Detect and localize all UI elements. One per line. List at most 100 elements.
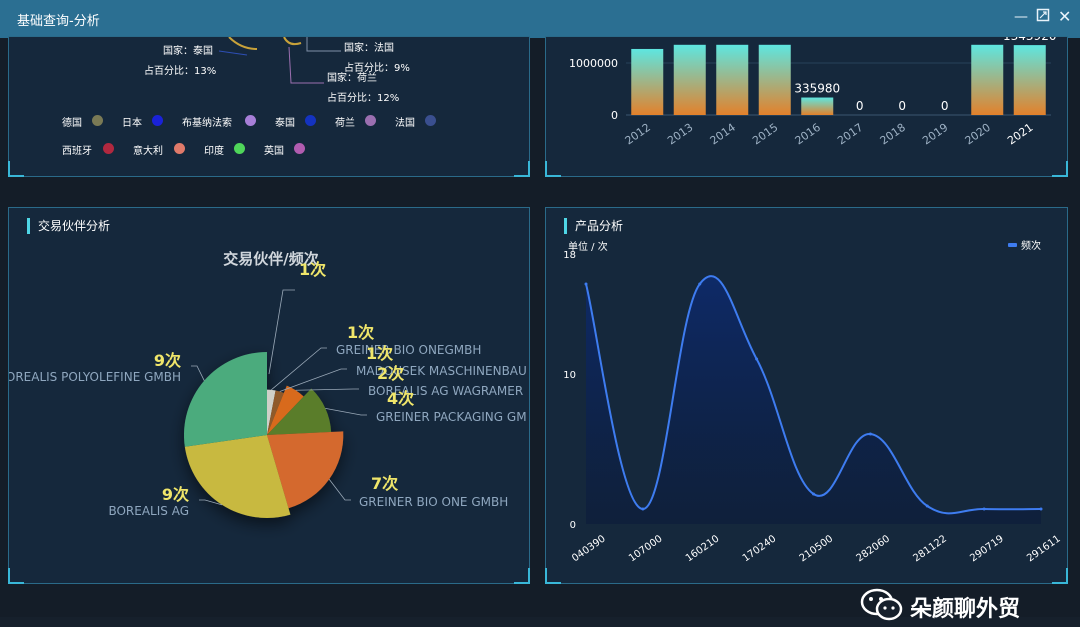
line-point[interactable]	[1039, 507, 1043, 511]
legend-dot[interactable]	[174, 143, 185, 154]
legend-dot[interactable]	[425, 115, 436, 126]
legend-dot[interactable]	[365, 115, 376, 126]
legend-dot[interactable]	[234, 143, 245, 154]
y-tick-label: 0	[611, 109, 618, 122]
pie-label-netherlands-share: 占百分比：12%	[327, 93, 400, 104]
line-point[interactable]	[982, 507, 986, 511]
pie-slice-value-label: 9次	[154, 351, 181, 370]
y-tick-label: 18	[563, 250, 576, 261]
pie-slice-value-label: 1次	[366, 344, 393, 363]
legend-series-swatch[interactable]	[1008, 243, 1017, 247]
bar-2021[interactable]	[1013, 45, 1046, 115]
legend-dot[interactable]	[305, 115, 316, 126]
bar-data-label: 1343920	[1003, 37, 1056, 43]
bar-2015[interactable]	[758, 44, 791, 115]
legend-series-label[interactable]: 频次	[1021, 239, 1041, 252]
x-tick-label: 107000	[627, 533, 665, 564]
legend-dot[interactable]	[245, 115, 256, 126]
pie-slice-name: BOREALIS POLYOLEFINE GMBH	[9, 370, 181, 384]
pie-slice-0[interactable]	[267, 389, 276, 435]
pie-leader-line	[279, 368, 347, 392]
window-title: 基础查询-分析	[17, 14, 100, 29]
leader-line-france	[306, 37, 341, 52]
legend-label[interactable]: 法国	[395, 118, 415, 129]
x-tick-label: 2016	[793, 121, 823, 148]
pie-leader-line	[271, 347, 327, 391]
pie-extra-value-label: 1次	[299, 260, 326, 279]
legend-label[interactable]: 西班牙	[62, 146, 92, 157]
pie-slice-4[interactable]	[267, 431, 344, 509]
pie-slice-1[interactable]	[267, 390, 284, 435]
x-tick-label: 2018	[878, 121, 908, 148]
pie-leader-line	[325, 407, 367, 416]
bar-2020[interactable]	[971, 44, 1004, 115]
pie-label-thailand-share: 占百分比：13%	[144, 66, 217, 77]
pie-leader-line	[268, 289, 295, 375]
pie-slice-3[interactable]	[267, 388, 332, 435]
panel-country-pie: 国家：泰国 占百分比：13% 国家：法国 占百分比：9% 国家：荷兰 占百分比：…	[8, 36, 530, 177]
y-tick-label: 0	[570, 520, 576, 531]
x-tick-label: 281122	[911, 533, 949, 564]
pie-leader-line	[328, 479, 351, 501]
legend-label[interactable]: 荷兰	[335, 118, 355, 129]
pie-slice-value-label: 9次	[162, 485, 189, 504]
panel-product: 产品分析 单位 / 次 频次 0 10 18 040390 107000 160210 1702…	[545, 207, 1068, 584]
line-series-frequency[interactable]	[585, 275, 1042, 515]
minimize-icon[interactable]: —	[1014, 9, 1028, 25]
yearly-bar-chart: 0 1000000 2012 2013 2014 2015 335980 2016 0 2017 0…	[569, 37, 1056, 148]
legend-label[interactable]: 日本	[122, 118, 142, 129]
pie-slice-value-label: 1次	[347, 323, 374, 342]
pie-slice-6[interactable]	[183, 352, 267, 447]
bar-2013[interactable]	[673, 44, 706, 115]
pie-slice-name: BOREALIS AG	[108, 504, 189, 518]
pie-slice-name: BOREALIS AG WAGRAMER	[368, 384, 523, 398]
line-point[interactable]	[698, 282, 702, 286]
x-tick-label: 2020	[963, 121, 993, 148]
pie-arc-fragment-2	[283, 37, 302, 46]
x-tick-label: 2017	[835, 121, 865, 148]
maximize-icon[interactable]	[1036, 8, 1050, 26]
line-point[interactable]	[755, 357, 759, 361]
pie-slice-value-label: 4次	[387, 389, 414, 408]
legend-label[interactable]: 英国	[264, 146, 284, 157]
pie-slices	[183, 352, 344, 518]
bar-2012[interactable]	[631, 48, 664, 115]
dashboard-content: 国家：泰国 占百分比：13% 国家：法国 占百分比：9% 国家：荷兰 占百分比：…	[0, 36, 1080, 622]
pie-slice-name: GREINER BIO ONE GMBH	[359, 495, 508, 509]
legend-dot[interactable]	[152, 115, 163, 126]
pie-slice-value-label: 2次	[377, 364, 404, 383]
pie-leader-line	[295, 388, 359, 391]
legend-label[interactable]: 泰国	[275, 118, 295, 129]
x-tick-label: 291611	[1025, 533, 1063, 564]
x-tick-label: 210500	[798, 533, 836, 564]
line-point[interactable]	[812, 492, 815, 496]
legend-dot[interactable]	[294, 143, 305, 154]
x-tick-label: 2013	[665, 121, 695, 148]
pie-label-france-share: 占百分比：9%	[344, 63, 410, 74]
legend-label[interactable]: 德国	[62, 118, 82, 129]
pie-slice-2[interactable]	[267, 385, 304, 435]
pie-leader-line	[199, 499, 223, 506]
line-point[interactable]	[868, 432, 872, 436]
legend-label[interactable]: 布基纳法索	[182, 118, 232, 129]
bar-2014[interactable]	[716, 44, 749, 115]
close-icon[interactable]: ✕	[1058, 7, 1072, 26]
pie-slice-5[interactable]	[184, 435, 291, 518]
legend-label[interactable]: 意大利	[133, 146, 163, 157]
line-point[interactable]	[641, 507, 645, 511]
legend-label[interactable]: 印度	[204, 146, 224, 157]
leader-line-thailand	[218, 50, 248, 56]
legend-dot[interactable]	[103, 143, 114, 154]
legend-dot[interactable]	[92, 115, 103, 126]
bar-2016[interactable]	[801, 97, 834, 115]
panel-title-trade-partner: 交易伙伴分析	[27, 218, 110, 234]
y-tick-label: 10	[563, 370, 576, 381]
product-line-chart: 单位 / 次 频次 0 10 18 040390 107000 160210 170240 210…	[563, 239, 1063, 564]
line-point[interactable]	[584, 282, 588, 286]
line-area-fill	[586, 276, 1041, 524]
line-point[interactable]	[925, 504, 929, 508]
wechat-icon	[860, 588, 903, 621]
x-tick-label: 2021	[1005, 121, 1035, 148]
x-tick-label: 282060	[855, 533, 893, 564]
